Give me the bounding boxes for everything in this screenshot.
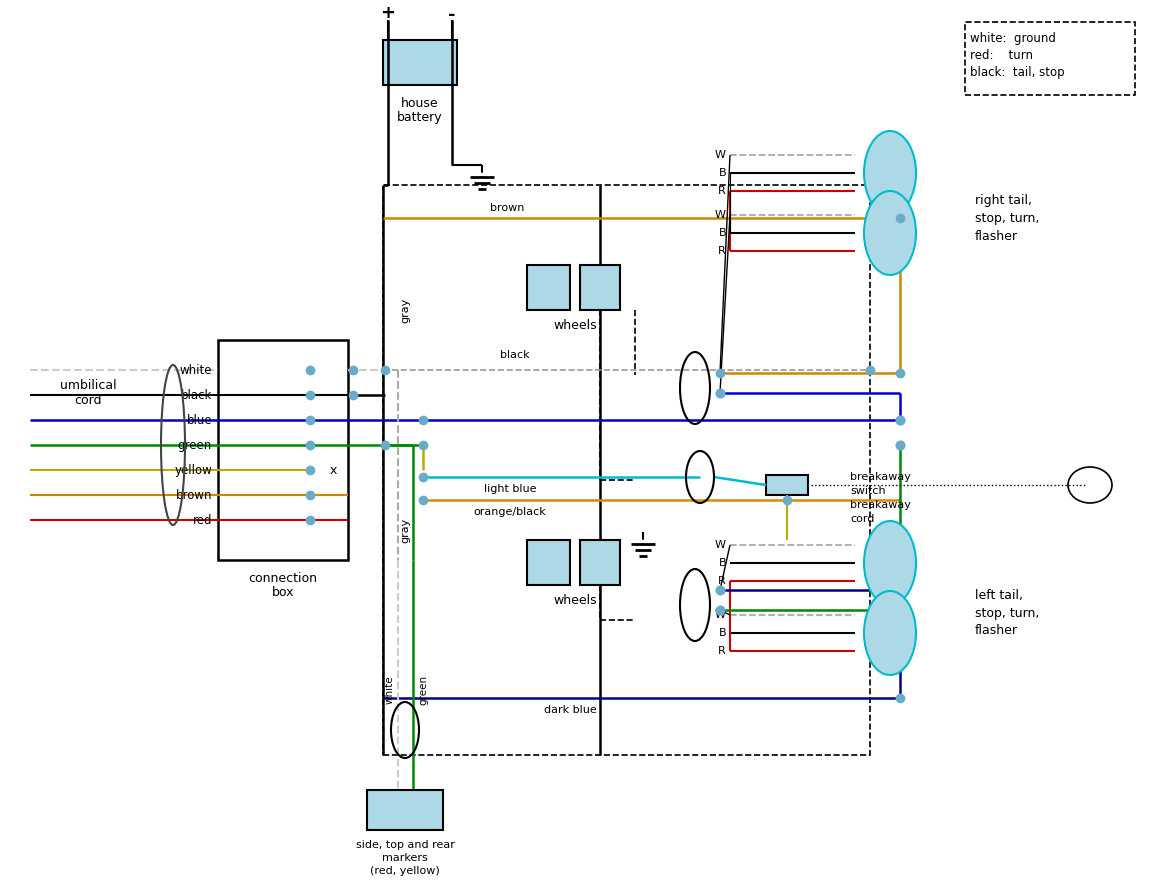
- Text: house: house: [401, 97, 439, 110]
- Text: right tail,: right tail,: [975, 193, 1032, 206]
- Bar: [766, 475, 808, 495]
- Text: gray: gray: [400, 517, 410, 542]
- Bar: [526, 265, 570, 310]
- Text: R: R: [718, 186, 725, 196]
- Text: green: green: [178, 439, 212, 452]
- Text: wheels: wheels: [553, 318, 597, 331]
- Bar: [367, 790, 443, 830]
- Bar: [580, 540, 620, 585]
- Text: B: B: [718, 558, 725, 568]
- Text: breakaway: breakaway: [850, 472, 911, 482]
- Text: brown: brown: [176, 488, 212, 501]
- Text: W: W: [715, 210, 725, 220]
- Text: red:    turn: red: turn: [970, 49, 1033, 61]
- Ellipse shape: [864, 591, 916, 675]
- Text: R: R: [718, 246, 725, 256]
- Bar: [526, 540, 570, 585]
- Text: red: red: [192, 514, 212, 526]
- Text: black: black: [180, 388, 212, 401]
- Text: side, top and rear: side, top and rear: [355, 840, 455, 850]
- Text: stop, turn,: stop, turn,: [975, 607, 1039, 619]
- Text: cord: cord: [74, 393, 102, 407]
- Text: B: B: [718, 168, 725, 178]
- Text: markers: markers: [382, 853, 428, 863]
- Bar: [383, 40, 457, 85]
- Text: battery: battery: [397, 111, 443, 123]
- Text: x: x: [330, 463, 338, 477]
- Text: R: R: [718, 576, 725, 586]
- Text: W: W: [715, 540, 725, 550]
- Ellipse shape: [864, 131, 916, 215]
- Text: brown: brown: [491, 203, 524, 213]
- Text: connection: connection: [249, 571, 317, 585]
- Text: -: -: [448, 6, 456, 24]
- Text: stop, turn,: stop, turn,: [975, 212, 1039, 224]
- Text: white: white: [385, 676, 395, 704]
- Bar: [218, 340, 348, 560]
- Text: wheels: wheels: [553, 594, 597, 607]
- Text: (red, yellow): (red, yellow): [370, 866, 440, 876]
- Text: switch: switch: [850, 486, 885, 496]
- Text: white:  ground: white: ground: [970, 32, 1056, 44]
- Text: breakaway: breakaway: [850, 500, 911, 510]
- Text: light blue: light blue: [484, 484, 536, 494]
- Text: dark blue: dark blue: [544, 705, 596, 715]
- Ellipse shape: [864, 521, 916, 605]
- Bar: [965, 22, 1135, 95]
- Bar: [383, 185, 870, 755]
- Ellipse shape: [864, 191, 916, 275]
- Text: umbilical: umbilical: [60, 378, 117, 392]
- Text: flasher: flasher: [975, 229, 1018, 243]
- Text: cord: cord: [850, 514, 875, 524]
- Text: box: box: [272, 587, 294, 600]
- Text: B: B: [718, 228, 725, 238]
- Text: flasher: flasher: [975, 625, 1018, 638]
- Text: black:  tail, stop: black: tail, stop: [970, 66, 1064, 79]
- Text: left tail,: left tail,: [975, 588, 1023, 602]
- Text: black: black: [500, 350, 530, 360]
- Text: W: W: [715, 610, 725, 620]
- Text: blue: blue: [186, 414, 212, 426]
- Text: yellow: yellow: [175, 463, 212, 477]
- Text: R: R: [718, 646, 725, 656]
- Text: green: green: [418, 675, 428, 705]
- Text: white: white: [179, 363, 212, 377]
- Text: gray: gray: [400, 298, 410, 323]
- Text: B: B: [718, 628, 725, 638]
- Text: orange/black: orange/black: [473, 507, 546, 517]
- Text: +: +: [381, 4, 396, 22]
- Text: W: W: [715, 150, 725, 160]
- Bar: [580, 265, 620, 310]
